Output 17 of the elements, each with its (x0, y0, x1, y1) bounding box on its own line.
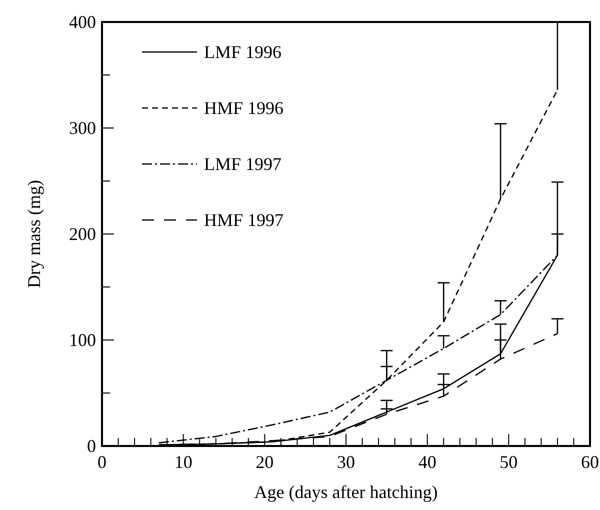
x-tick-label: 40 (418, 452, 436, 472)
x-axis-title: Age (days after hatching) (254, 482, 438, 502)
x-tick-label: 60 (581, 452, 599, 472)
legend-label: HMF 1997 (204, 210, 284, 230)
y-tick-label: 300 (69, 118, 96, 138)
legend-label: LMF 1996 (204, 42, 282, 62)
x-tick-label: 30 (337, 452, 355, 472)
legend-label: HMF 1996 (204, 98, 284, 118)
y-tick-label: 100 (69, 330, 96, 350)
x-tick-label: 10 (174, 452, 192, 472)
x-tick-label: 20 (256, 452, 274, 472)
y-tick-label: 400 (69, 12, 96, 32)
y-tick-label: 200 (69, 224, 96, 244)
y-axis-title: Dry mass (mg) (24, 180, 44, 288)
x-tick-label: 50 (500, 452, 518, 472)
legend-label: LMF 1997 (204, 154, 282, 174)
y-tick-label: 0 (87, 436, 96, 456)
